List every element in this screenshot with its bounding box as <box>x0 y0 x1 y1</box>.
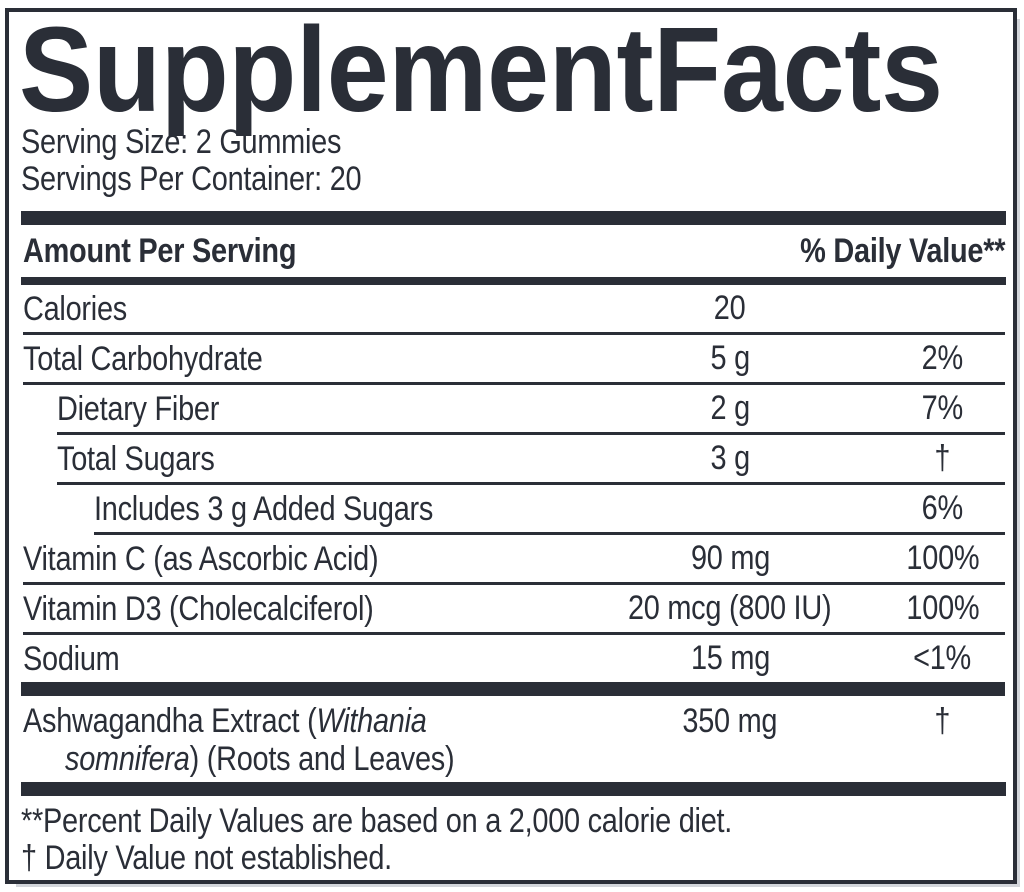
daily-value: <1% <box>913 639 972 677</box>
amount-per-serving-header: Amount Per Serving <box>23 231 297 270</box>
row-divider <box>94 532 1005 535</box>
supplement-facts-panel: SupplementFacts Serving Size: 2 Gummies … <box>5 8 1017 884</box>
row-divider <box>57 482 1005 485</box>
daily-value: 100% <box>906 539 979 577</box>
panel-title-text: SupplementFacts <box>19 1 943 137</box>
section-bar-mid <box>21 682 1005 696</box>
amount-value: 15 mg <box>690 639 770 677</box>
daily-value: 100% <box>906 589 979 627</box>
header-divider-bar <box>21 277 1006 285</box>
amount-value: 5 g <box>710 339 750 377</box>
daily-value-header: % Daily Value** <box>799 231 1005 270</box>
amount-value: 2 g <box>710 389 750 427</box>
row-divider <box>23 632 1005 635</box>
table-row: Total Sugars 3 g † <box>9 435 1005 482</box>
table-row: Total Carbohydrate 5 g 2% <box>9 335 1005 382</box>
row-divider <box>23 582 1005 585</box>
serving-size: Serving Size: 2 Gummies <box>21 123 342 161</box>
panel-title: SupplementFacts <box>19 1 1013 137</box>
section-bar-bottom <box>21 782 1006 796</box>
nutrient-name: Vitamin D3 (Cholecalciferol) <box>23 589 374 628</box>
daily-value: 2% <box>921 339 964 377</box>
servings-per-container: Servings Per Container: 20 <box>21 160 362 198</box>
nutrient-name: Vitamin C (as Ascorbic Acid) <box>23 539 379 578</box>
nutrient-name: Total Sugars <box>57 439 215 478</box>
table-row: Includes 3 g Added Sugars 6% <box>9 485 1005 532</box>
footnote-daily-values: **Percent Daily Values are based on a 2,… <box>21 802 733 840</box>
amount-value: 20 <box>714 289 746 327</box>
daily-value: 6% <box>921 489 964 527</box>
nutrient-name: Calories <box>23 289 127 328</box>
nutrient-name: Dietary Fiber <box>57 389 220 428</box>
amount-value: 90 mg <box>690 539 770 577</box>
nutrient-name: Sodium <box>23 639 120 678</box>
row-divider <box>23 332 1005 335</box>
table-row: Vitamin C (as Ascorbic Acid) 90 mg 100% <box>9 535 1005 582</box>
daily-value: 7% <box>921 389 964 427</box>
amount-value: 20 mcg (800 IU) <box>628 589 832 627</box>
nutrient-name: Total Carbohydrate <box>23 339 263 378</box>
amount-value: 350 mg <box>682 702 778 740</box>
table-row: Sodium 15 mg <1% <box>9 635 1005 682</box>
row-divider <box>57 432 1005 435</box>
serving-info: Serving Size: 2 Gummies Servings Per Con… <box>21 124 1013 198</box>
daily-value: † <box>934 439 951 477</box>
footnotes: **Percent Daily Values are based on a 2,… <box>21 803 1005 877</box>
table-row: Ashwagandha Extract (Withania somnifera) … <box>9 696 1005 782</box>
amount-value: 3 g <box>710 439 750 477</box>
table-row: Calories 20 <box>9 285 1005 332</box>
row-divider <box>23 382 1005 385</box>
table-row: Vitamin D3 (Cholecalciferol) 20 mcg (800 … <box>9 585 1005 632</box>
footnote-dagger: † Daily Value not established. <box>21 839 392 877</box>
section-bar-top <box>21 211 1006 225</box>
table-row: Dietary Fiber 2 g 7% <box>9 385 1005 432</box>
nutrient-name: Includes 3 g Added Sugars <box>94 489 434 528</box>
nutrient-table: Calories 20 Total Carbohydrate 5 g 2% Dietary… <box>9 285 1005 782</box>
nutrient-name: Ashwagandha Extract (Withania somnifera) … <box>23 702 455 778</box>
daily-value: † <box>934 702 951 740</box>
table-header: Amount Per Serving % Daily Value** <box>9 225 1005 277</box>
